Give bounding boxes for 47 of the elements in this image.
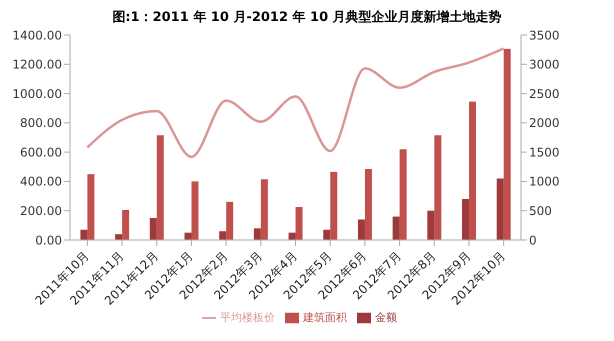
- y2-tick-label: 0: [529, 233, 537, 248]
- y2-tick-label: 1500: [529, 145, 560, 160]
- y-tick-label: 200.00: [20, 204, 62, 218]
- bar: [219, 231, 226, 240]
- legend-label: 建筑面积: [303, 311, 347, 324]
- y2-tick-label: 1000: [529, 174, 560, 189]
- bar: [504, 48, 511, 240]
- y-tick-label: 0.00: [35, 233, 62, 248]
- y2-tick-label: 3500: [529, 28, 560, 42]
- bar: [400, 149, 407, 240]
- y-tick-label: 1400.00: [12, 28, 62, 42]
- legend-label: 平均楼板价: [220, 311, 275, 324]
- bar: [296, 207, 303, 240]
- bar: [462, 199, 470, 240]
- y2-tick-label: 2500: [529, 86, 560, 101]
- legend-label: 金额: [375, 311, 397, 324]
- bar: [434, 135, 442, 240]
- line-series: [86, 47, 505, 158]
- bar: [122, 210, 130, 240]
- y-tick-label: 400.00: [20, 174, 62, 189]
- bar: [115, 234, 122, 240]
- bar: [427, 210, 434, 240]
- bar: [87, 174, 94, 240]
- bar: [392, 216, 400, 240]
- bar: [496, 178, 504, 240]
- bar: [156, 135, 164, 240]
- bar: [184, 232, 192, 240]
- bar: [80, 230, 88, 240]
- bar: [226, 202, 234, 240]
- bar: [358, 220, 365, 240]
- bar: [323, 230, 330, 240]
- bar: [254, 228, 261, 240]
- bar: [364, 168, 372, 240]
- bar: [191, 181, 198, 240]
- chart-title: 图:1：2011 年 10 月-2012 年 10 月典型企业月度新增土地走势: [111, 8, 503, 27]
- bar: [330, 172, 338, 240]
- y2-tick-label: 2000: [529, 116, 560, 130]
- y-tick-label: 1200.00: [12, 58, 62, 72]
- bar: [288, 232, 296, 240]
- y-tick-label: 800.00: [20, 116, 62, 130]
- y2-tick-label: 500: [529, 204, 552, 218]
- bar: [150, 218, 157, 240]
- y2-tick-label: 3000: [529, 58, 560, 72]
- bar: [469, 102, 476, 240]
- y-tick-label: 600.00: [20, 145, 62, 160]
- bar: [260, 179, 268, 240]
- y-tick-label: 1000.00: [12, 86, 62, 101]
